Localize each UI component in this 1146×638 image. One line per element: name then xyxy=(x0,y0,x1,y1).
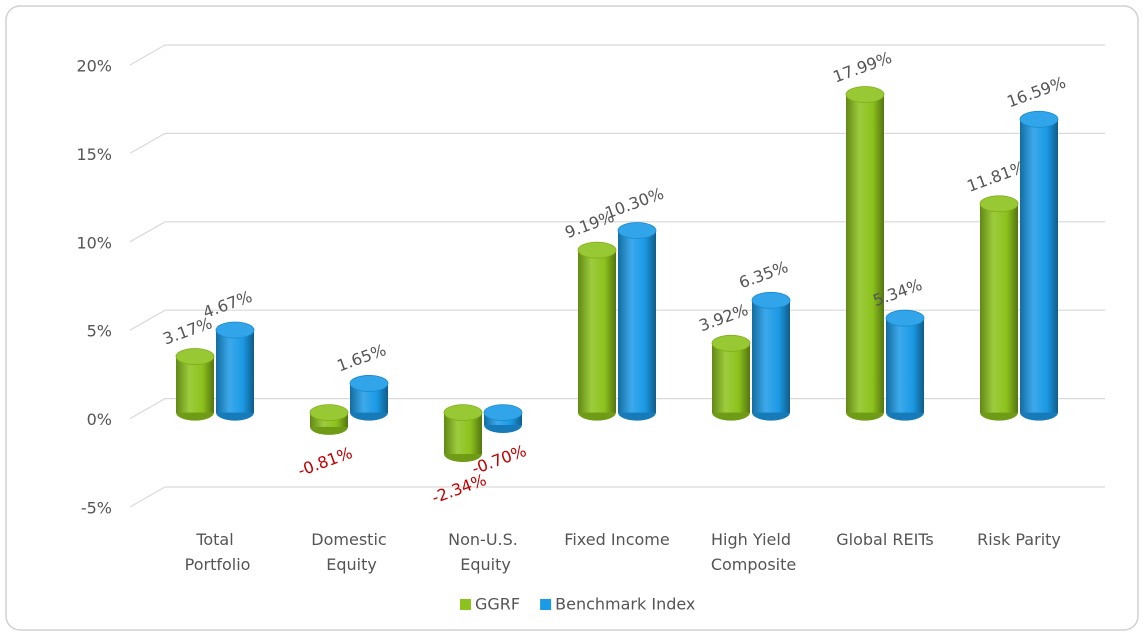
legend-label: Benchmark Index xyxy=(555,595,695,614)
bar xyxy=(1020,119,1058,413)
y-tick-label: 20% xyxy=(76,57,112,76)
legend-label: GGRF xyxy=(475,595,520,614)
x-tick-label: Risk Parity xyxy=(977,530,1061,549)
bar-top xyxy=(443,404,483,422)
x-tick-label: Fixed Income xyxy=(564,530,669,549)
x-tick-label: Domestic Equity xyxy=(311,530,386,574)
grid-line xyxy=(129,309,1105,331)
bar xyxy=(980,203,1018,413)
x-tick-label: Global REITs xyxy=(836,530,934,549)
bar-top xyxy=(349,375,389,392)
grid-line xyxy=(129,486,1105,508)
y-tick-label: 15% xyxy=(76,145,112,164)
bar-top xyxy=(617,222,657,239)
bar-top xyxy=(885,309,925,327)
legend-swatch xyxy=(460,599,471,610)
grid-line xyxy=(129,398,1105,420)
y-tick-label: 10% xyxy=(76,233,112,252)
bar-top xyxy=(309,404,349,422)
bar xyxy=(712,343,750,413)
bar xyxy=(752,300,790,413)
y-tick-label: 5% xyxy=(87,322,112,341)
bar xyxy=(618,230,656,413)
x-tick-label: Non-U.S. Equity xyxy=(448,530,518,574)
y-tick-label: 0% xyxy=(87,410,112,429)
bar-top xyxy=(751,291,791,309)
bar-top xyxy=(577,241,617,259)
bar xyxy=(176,356,214,413)
legend-swatch xyxy=(540,599,552,610)
grid-line xyxy=(129,132,1105,154)
bar xyxy=(578,250,616,413)
bar-top xyxy=(711,334,751,352)
bar-top xyxy=(979,195,1019,213)
bar xyxy=(886,318,924,413)
bar-top xyxy=(483,404,523,422)
bar-top xyxy=(845,86,885,103)
bar xyxy=(846,94,884,413)
grid-line xyxy=(129,44,1105,66)
bar-top xyxy=(175,348,215,365)
bar-top xyxy=(1019,110,1059,128)
bar xyxy=(216,330,254,413)
bar-top xyxy=(215,321,255,339)
x-tick-label: High Yield Composite xyxy=(706,530,796,574)
grid-line xyxy=(129,221,1105,243)
x-tick-label: Total Portfolio xyxy=(180,530,251,574)
y-tick-label: -5% xyxy=(81,499,112,518)
